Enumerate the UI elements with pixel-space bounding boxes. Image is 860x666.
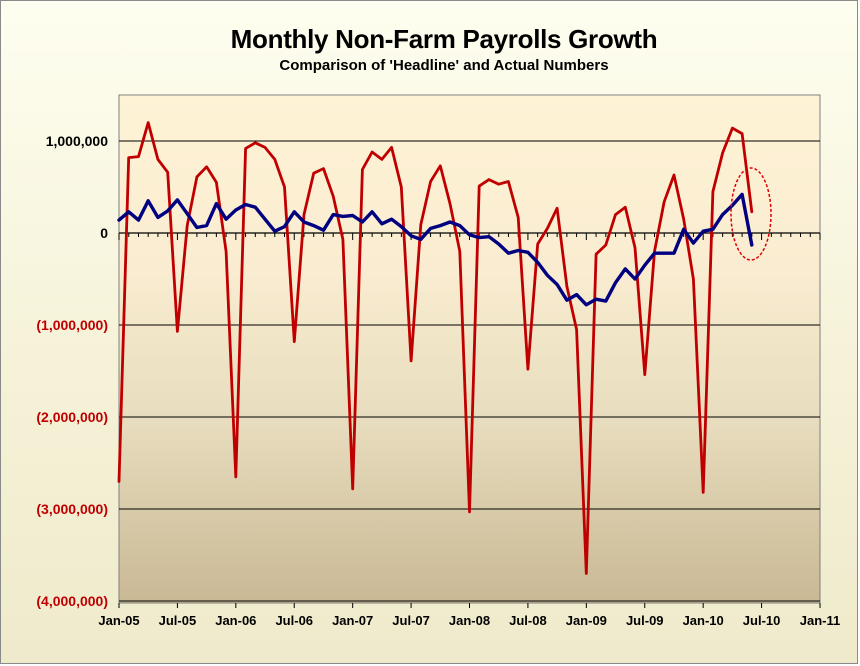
series-lines	[117, 121, 754, 575]
x-tick-label: Jan-05	[98, 613, 139, 628]
x-axis-ticks: Jan-05 Jul-05 Jan-06 Jul-06 Jan-07 Jul-07 Jan-…	[98, 603, 840, 628]
x-tick-label: Jan-10	[683, 613, 724, 628]
x-tick-label: Jul-07	[392, 613, 430, 628]
chart-title: Monthly Non-Farm Payrolls Growth	[230, 24, 658, 54]
y-tick-label: (4,000,000)	[36, 593, 108, 609]
chart-subtitle: Comparison of 'Headline' and Actual Numb…	[279, 57, 609, 74]
x-tick-label: Jul-09	[626, 613, 664, 628]
x-tick-label: Jul-10	[743, 613, 781, 628]
x-tick-label: Jan-09	[566, 613, 607, 628]
y-tick-label: (1,000,000)	[36, 317, 108, 333]
y-tick-label: (2,000,000)	[36, 409, 108, 425]
annotation-ellipse	[730, 167, 772, 261]
y-tick-label: 0	[100, 225, 108, 241]
x-tick-label: Jul-06	[275, 613, 313, 628]
y-tick-label: 1,000,000	[46, 133, 108, 149]
y-tick-label: (3,000,000)	[36, 501, 108, 517]
x-tick-label: Jul-08	[509, 613, 547, 628]
x-tick-label: Jan-11	[800, 613, 840, 628]
x-tick-label: Jan-07	[332, 613, 373, 628]
plot-area	[118, 94, 821, 604]
series-line-1	[117, 121, 754, 575]
y-axis-ticks: 1,000,000 0 (1,000,000) (2,000,000) (3,000,0…	[36, 133, 108, 609]
series-line-2	[117, 192, 754, 307]
x-tick-label: Jan-06	[215, 613, 256, 628]
x-tick-label: Jul-05	[159, 613, 197, 628]
x-tick-label: Jan-08	[449, 613, 490, 628]
